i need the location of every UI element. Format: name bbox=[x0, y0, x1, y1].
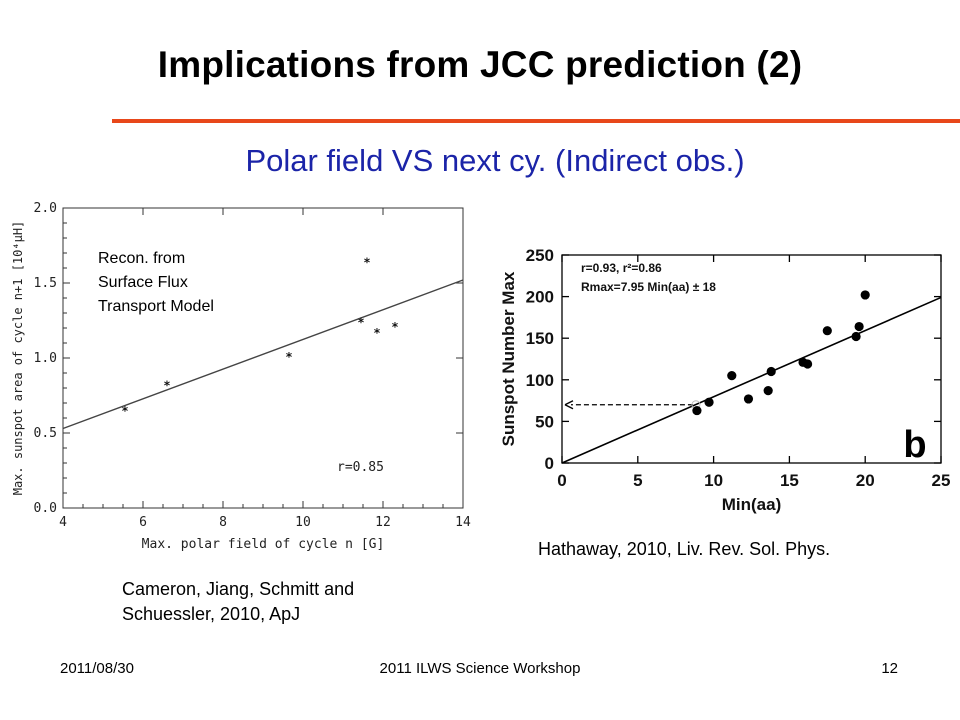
data-point bbox=[802, 359, 813, 369]
y-tick-label: 1.0 bbox=[34, 351, 57, 366]
y-tick-label: 1.5 bbox=[34, 276, 57, 291]
x-tick-label: 6 bbox=[139, 515, 147, 530]
data-point bbox=[860, 290, 870, 300]
chart-polar-field-vs-sunspot-area: 4 6 8 10 12 14 0.0 0.5 1.0 1.5 2.0 Max. polar field… bbox=[11, 201, 471, 552]
x-tick-label: 20 bbox=[856, 471, 875, 490]
x-tick-label: 8 bbox=[219, 515, 227, 530]
data-point: * bbox=[163, 379, 170, 393]
fit-line bbox=[561, 296, 942, 464]
caption-left-line: Cameron, Jiang, Schmitt and bbox=[122, 579, 355, 599]
caption-left-line: Schuessler, 2010, ApJ bbox=[122, 604, 301, 624]
data-point: * bbox=[285, 350, 292, 364]
x-tick-label: 10 bbox=[704, 471, 723, 490]
y-tick-label: 0.5 bbox=[34, 426, 57, 441]
data-point: * bbox=[373, 326, 380, 340]
stats-regression: Rmax=7.95 Min(aa) ± 18 bbox=[581, 280, 716, 294]
x-tick-label: 14 bbox=[455, 515, 471, 530]
x-tick-label: 10 bbox=[295, 515, 311, 530]
title-underline bbox=[112, 119, 960, 123]
data-point bbox=[851, 331, 861, 342]
data-point bbox=[743, 394, 754, 404]
x-tick-label: 4 bbox=[59, 515, 67, 530]
x-tick-label: 15 bbox=[780, 471, 799, 490]
plot-frame bbox=[561, 254, 942, 464]
data-point bbox=[727, 371, 737, 381]
data-point: * bbox=[391, 320, 398, 334]
y-tick-label: 250 bbox=[526, 246, 554, 265]
data-point bbox=[763, 386, 773, 396]
model-annotation: Recon. from bbox=[98, 250, 185, 267]
footer-event: 2011 ILWS Science Workshop bbox=[379, 660, 581, 677]
prediction-arrow-head bbox=[564, 400, 574, 410]
y-tick-label: 50 bbox=[535, 412, 554, 431]
caption-right: Hathaway, 2010, Liv. Rev. Sol. Phys. bbox=[538, 539, 831, 559]
x-axis-label: Min(aa) bbox=[722, 495, 782, 514]
model-annotation: Surface Flux bbox=[98, 274, 188, 291]
x-axis-label: Max. polar field of cycle n [G] bbox=[142, 537, 385, 552]
y-tick-label: 2.0 bbox=[34, 201, 57, 216]
data-point: * bbox=[363, 256, 370, 270]
slide-title: Implications from JCC prediction (2) bbox=[157, 44, 803, 85]
data-point bbox=[854, 321, 864, 332]
y-tick-label: 100 bbox=[526, 371, 554, 390]
data-point: * bbox=[357, 316, 364, 330]
data-point bbox=[704, 397, 714, 407]
y-axis-label: Sunspot Number Max bbox=[499, 271, 518, 446]
slide-subtitle: Polar field VS next cy. (Indirect obs.) bbox=[245, 143, 745, 178]
panel-label: b bbox=[903, 424, 926, 466]
caption-left: Cameron, Jiang, Schmitt and Schuessler, … bbox=[122, 577, 354, 627]
y-tick-label: 200 bbox=[526, 288, 554, 307]
data-point bbox=[766, 366, 776, 377]
y-tick-label: 0 bbox=[545, 454, 554, 473]
y-axis-label: Max. sunspot area of cycle n+1 [10⁴μH] bbox=[11, 221, 25, 496]
footer-date: 2011/08/30 bbox=[60, 660, 134, 677]
data-point bbox=[822, 326, 832, 336]
fit-line bbox=[62, 279, 464, 430]
y-tick-label: 0.0 bbox=[34, 501, 57, 516]
stats-correlation: r=0.93, r²=0.86 bbox=[581, 261, 662, 275]
footer-page-number: 12 bbox=[881, 660, 898, 677]
x-tick-label: 0 bbox=[557, 471, 566, 490]
data-point: * bbox=[121, 404, 128, 418]
y-tick-label: 150 bbox=[526, 329, 554, 348]
x-tick-label: 5 bbox=[633, 471, 642, 490]
x-tick-label: 25 bbox=[932, 471, 951, 490]
chart-minaa-vs-sunspot-max: 0 5 10 15 20 25050100150200250Min(aa)Sunspot … bbox=[499, 246, 951, 514]
x-tick-label: 12 bbox=[375, 515, 391, 530]
data-point bbox=[692, 405, 702, 416]
correlation-label: r=0.85 bbox=[337, 460, 384, 475]
model-annotation: Transport Model bbox=[98, 298, 214, 315]
